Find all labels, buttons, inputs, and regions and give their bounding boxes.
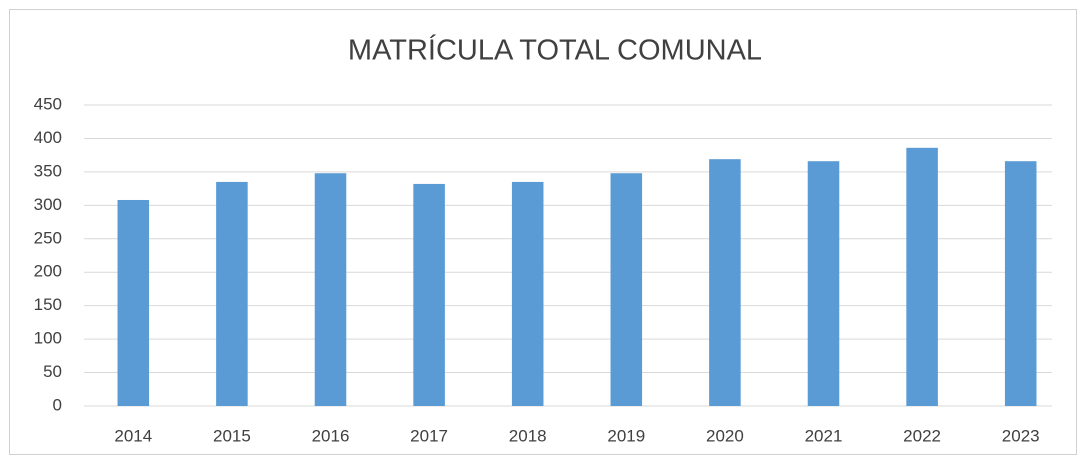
chart-title: MATRÍCULA TOTAL COMUNAL: [348, 34, 762, 67]
y-tick-label: 50: [43, 362, 62, 381]
bar: [1004, 161, 1037, 406]
x-tick-label: 2022: [903, 426, 941, 445]
x-tick-label: 2021: [805, 426, 843, 445]
bar: [511, 181, 544, 406]
y-tick-label: 250: [34, 228, 62, 247]
x-tick-label: 2015: [213, 426, 251, 445]
x-tick-label: 2020: [706, 426, 744, 445]
y-tick-label: 200: [34, 262, 62, 281]
y-tick-label: 450: [34, 94, 62, 113]
y-tick-label: 150: [34, 295, 62, 314]
y-tick-label: 350: [34, 161, 62, 180]
x-tick-label: 2014: [114, 426, 152, 445]
x-tick-label: 2017: [410, 426, 448, 445]
y-tick-label: 100: [34, 329, 62, 348]
bar: [117, 199, 150, 406]
bar: [413, 183, 445, 406]
bar: [314, 173, 347, 406]
y-tick-label: 400: [34, 128, 62, 147]
x-tick-label: 2016: [312, 426, 350, 445]
bar: [216, 181, 248, 406]
bar: [709, 159, 741, 406]
x-tick-label: 2018: [509, 426, 547, 445]
y-tick-label: 0: [53, 395, 62, 414]
x-tick-label: 2019: [607, 426, 645, 445]
x-tick-label: 2023: [1002, 426, 1040, 445]
bar: [807, 161, 840, 406]
y-tick-label: 300: [34, 195, 62, 214]
bar: [610, 173, 643, 406]
bar: [906, 147, 938, 406]
